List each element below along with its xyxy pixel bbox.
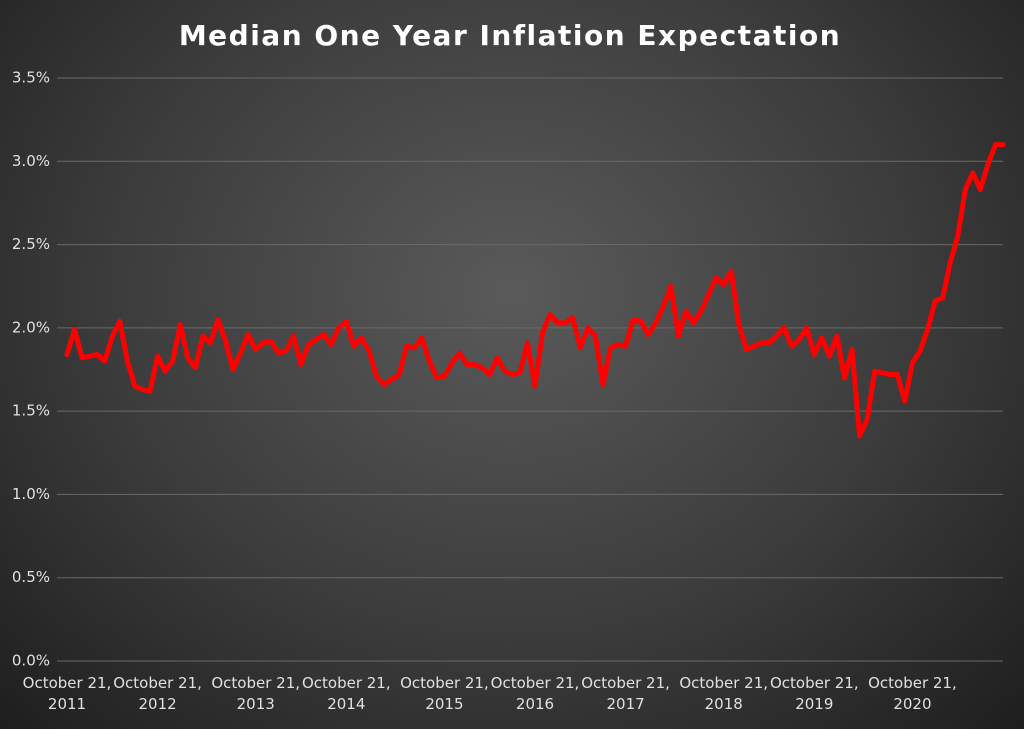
y-tick-label: 0.5% — [12, 568, 50, 586]
y-tick-label: 2.0% — [12, 318, 50, 336]
x-tick-label: October 21, 2013 — [211, 674, 301, 713]
x-tick-label: October 21, 2015 — [400, 674, 489, 713]
y-tick-label: 3.5% — [12, 69, 50, 87]
y-tick-label: 2.5% — [12, 235, 50, 253]
y-tick-label: 1.0% — [12, 485, 50, 503]
x-tick-label: October 21, 2020 — [868, 674, 957, 713]
data-line — [64, 142, 1006, 439]
y-tick-label: 0.0% — [12, 652, 50, 670]
y-tick-label: 3.0% — [12, 152, 50, 170]
y-tick-label: 1.5% — [12, 402, 50, 420]
x-tick-label: October 21, 2014 — [301, 674, 391, 713]
chart-title: Median One Year Inflation Expectation — [179, 19, 841, 52]
x-tick-label: October 21, 2018 — [679, 674, 769, 713]
x-tick-label: October 21, 2017 — [581, 674, 670, 713]
x-tick-label: October 21, 2016 — [490, 674, 580, 713]
x-tick-label: October 21, 2011 — [22, 674, 112, 713]
x-tick-label: October 21, 2012 — [113, 674, 202, 713]
x-tick-label: October 21, 2019 — [769, 674, 859, 713]
